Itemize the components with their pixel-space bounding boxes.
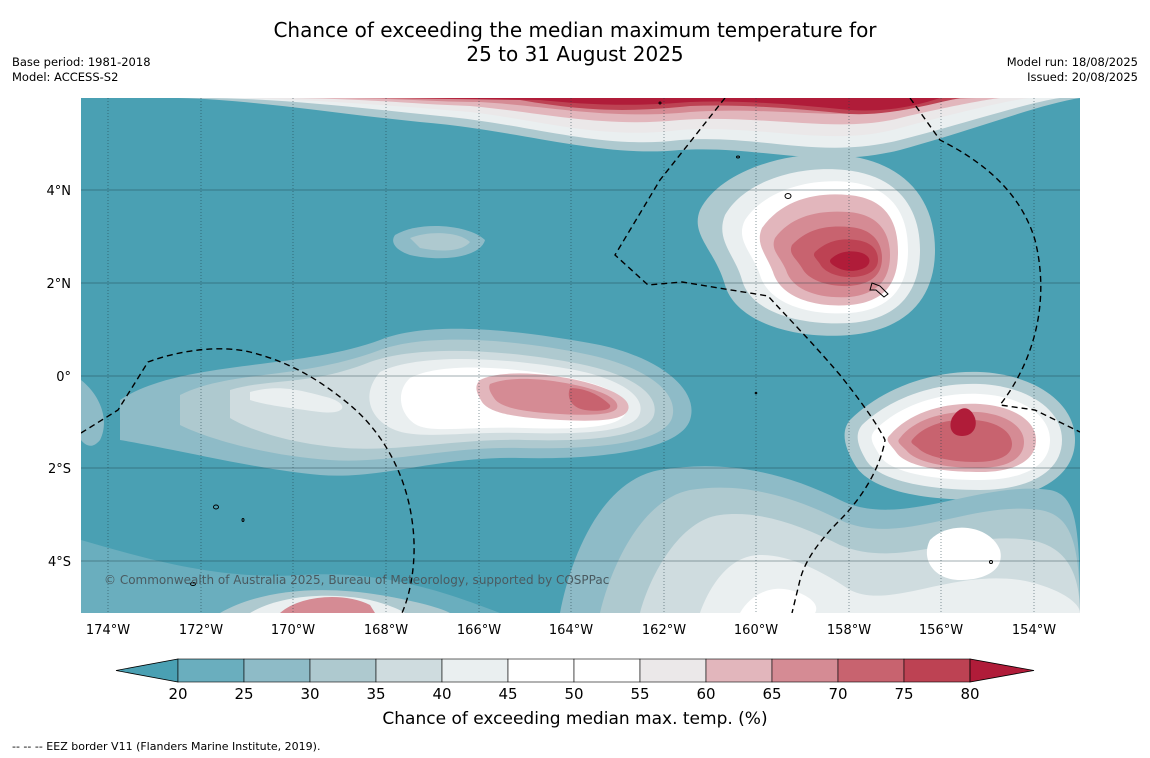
colorbar-tick-label: 20: [168, 685, 187, 703]
meta-right: Model run: 18/08/2025 Issued: 20/08/2025: [1007, 55, 1138, 85]
lat-label: 4°N: [47, 184, 72, 199]
colorbar-tick-label: 25: [234, 685, 253, 703]
colorbar-extend-high: [969, 658, 1035, 683]
north-warm-band: [150, 98, 1080, 158]
colorbar-tick-label: 45: [498, 685, 517, 703]
lat-label: 2°N: [47, 277, 72, 292]
model-name: Model: ACCESS-S2: [12, 70, 119, 84]
colorbar-box: [507, 658, 575, 683]
colorbar-box: [441, 658, 509, 683]
model-run: Model run: 18/08/2025: [1006, 55, 1138, 69]
colorbar-tick-label: 60: [696, 685, 715, 703]
meridians: [107, 98, 1035, 613]
islands: [190, 101, 993, 586]
graticule: [81, 189, 1080, 562]
colorbar-tick-label: 35: [366, 685, 385, 703]
colorbar-box: [837, 658, 905, 683]
west-patch: [81, 380, 104, 446]
colorbar-tick-label: 75: [894, 685, 913, 703]
lon-label: 162°W: [642, 623, 686, 638]
lat-label: 4°S: [48, 555, 71, 570]
issued-date: Issued: 20/08/2025: [1027, 70, 1138, 84]
colorbar-box: [573, 658, 641, 683]
colorbar-box: [243, 658, 311, 683]
lon-labels: 174°W 172°W 170°W 168°W 166°W 164°W 162°…: [86, 623, 1056, 638]
title-line-1: Chance of exceeding the median maximum t…: [273, 18, 877, 42]
lat-label: 0°: [56, 370, 71, 385]
lon-label: 158°W: [827, 623, 871, 638]
colorbar-tick-label: 80: [960, 685, 979, 703]
colorbar-box: [375, 658, 443, 683]
north-west-patch-inner: [410, 233, 470, 251]
colorbar-tick-label: 50: [564, 685, 583, 703]
colorbar-title: Chance of exceeding median max. temp. (%…: [382, 709, 768, 729]
eez-borders: [81, 98, 1080, 613]
colorbar-box: [639, 658, 707, 683]
colorbar-extend-low: [115, 658, 179, 683]
colorbar-tick-label: 40: [432, 685, 451, 703]
meta-left: Base period: 1981-2018 Model: ACCESS-S2: [12, 55, 151, 85]
lon-label: 168°W: [364, 623, 408, 638]
equatorial-band: [120, 328, 692, 476]
title-line-2: 25 to 31 August 2025: [466, 42, 684, 66]
lon-label: 160°W: [734, 623, 778, 638]
lon-label: 170°W: [271, 623, 315, 638]
south-pale-area: [81, 466, 1080, 613]
colorbar-box: [903, 658, 971, 683]
lon-label: 174°W: [86, 623, 130, 638]
lat-labels: 4°N 2°N 0° 2°S 4°S: [47, 184, 72, 570]
colorbar-box: [705, 658, 773, 683]
hotspot-158w: [697, 154, 935, 336]
colorbar-box: [771, 658, 839, 683]
base-period: Base period: 1981-2018: [12, 55, 151, 69]
copyright-notice: © Commonwealth of Australia 2025, Bureau…: [104, 573, 609, 587]
colorbar-tick-label: 65: [762, 685, 781, 703]
lon-label: 172°W: [179, 623, 223, 638]
colorbar-tick-label: 70: [828, 685, 847, 703]
colorbar-tick-label: 30: [300, 685, 319, 703]
lon-label: 164°W: [549, 623, 593, 638]
eez-footnote: -- -- -- EEZ border V11 (Flanders Marine…: [12, 740, 321, 753]
lon-label: 154°W: [1012, 623, 1056, 638]
lat-label: 2°S: [48, 462, 71, 477]
colorbar-box: [177, 658, 245, 683]
colorbar: 20 25 30 35 40 45 50 55 60 65 70 75 80: [115, 658, 1035, 703]
lon-label: 166°W: [457, 623, 501, 638]
colorbar-box: [309, 658, 377, 683]
colorbar-tick-label: 55: [630, 685, 649, 703]
lon-label: 156°W: [919, 623, 963, 638]
map-title: Chance of exceeding the median maximum t…: [0, 18, 1150, 66]
probability-field: © Commonwealth of Australia 2025, Bureau…: [81, 98, 1080, 613]
